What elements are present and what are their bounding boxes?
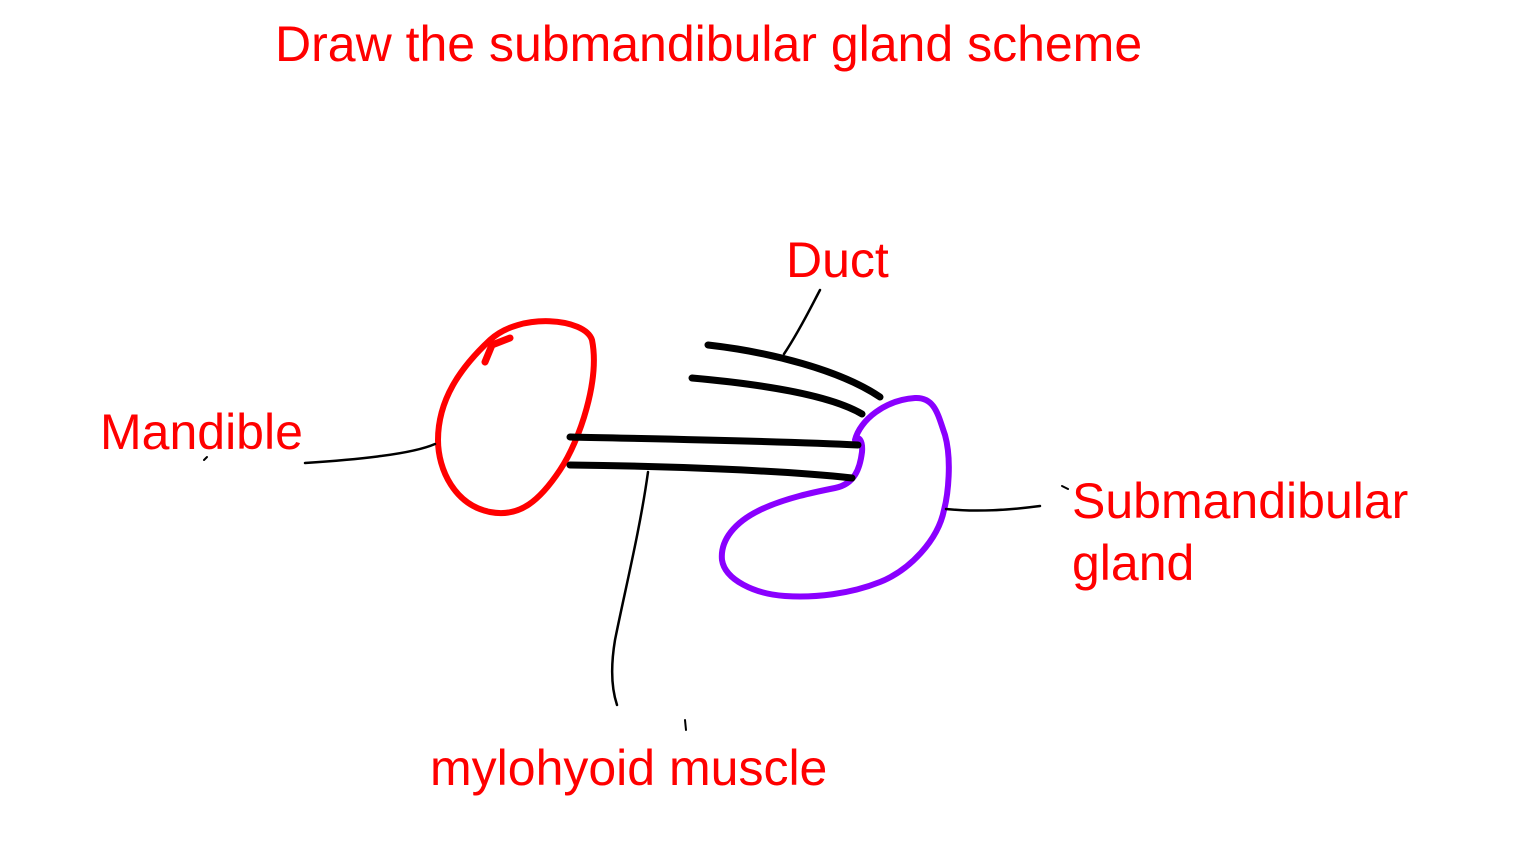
muscle-line-lower [566,461,856,482]
muscle-line-upper [566,433,862,449]
muscle-leader-line [610,470,650,707]
duct-leader-line [782,288,822,356]
gland-leader-line [944,504,1042,512]
duct-line-lower [688,374,866,418]
mandible-label: Mandible [100,404,303,460]
mandible-leader-line [303,442,437,465]
mandible-label-tick [203,456,208,461]
mandible-outline [435,318,597,517]
gland-label-line2: gland [1072,535,1195,591]
gland-label-line1: Submandibular [1072,473,1409,529]
gland-leader-tick [1061,485,1069,490]
duct-line-upper [704,341,884,401]
submandibular-gland-label: Submandibular gland [1072,470,1492,594]
muscle-leader-tick [684,719,687,731]
submandibular-gland-outline [718,395,952,600]
duct-label: Duct [786,232,889,288]
mandible-mark [481,334,514,366]
diagram-title: Draw the submandibular gland scheme [275,16,1143,72]
mylohyoid-muscle-label: mylohyoid muscle [430,740,828,796]
